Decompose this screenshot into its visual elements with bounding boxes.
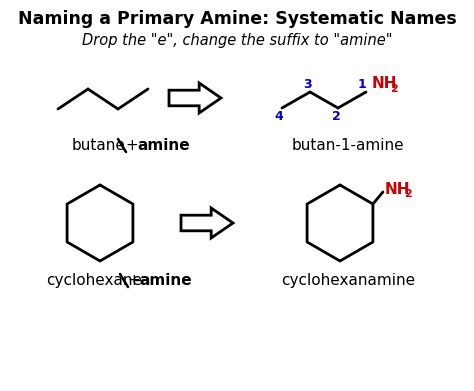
Text: NH: NH	[385, 181, 410, 197]
Text: 2: 2	[404, 189, 411, 199]
Text: amine: amine	[137, 138, 190, 153]
Polygon shape	[181, 208, 233, 238]
Text: 2: 2	[390, 84, 398, 94]
Text: 4: 4	[274, 111, 283, 124]
Text: 1: 1	[357, 77, 366, 90]
Text: Naming a Primary Amine: Systematic Names: Naming a Primary Amine: Systematic Names	[18, 10, 456, 28]
Text: 3: 3	[304, 77, 312, 90]
Text: Drop the "e", change the suffix to "amine": Drop the "e", change the suffix to "amin…	[82, 33, 392, 48]
Text: butan-1-amine: butan-1-amine	[292, 138, 404, 153]
Text: cyclohexanamine: cyclohexanamine	[281, 273, 415, 288]
Text: NH: NH	[372, 77, 398, 91]
Polygon shape	[169, 83, 221, 113]
Text: butane: butane	[72, 138, 126, 153]
Text: 2: 2	[332, 111, 340, 124]
Text: cyclohexane: cyclohexane	[46, 273, 142, 288]
Text: +: +	[126, 138, 144, 153]
Text: +: +	[128, 273, 146, 288]
Text: amine: amine	[139, 273, 191, 288]
